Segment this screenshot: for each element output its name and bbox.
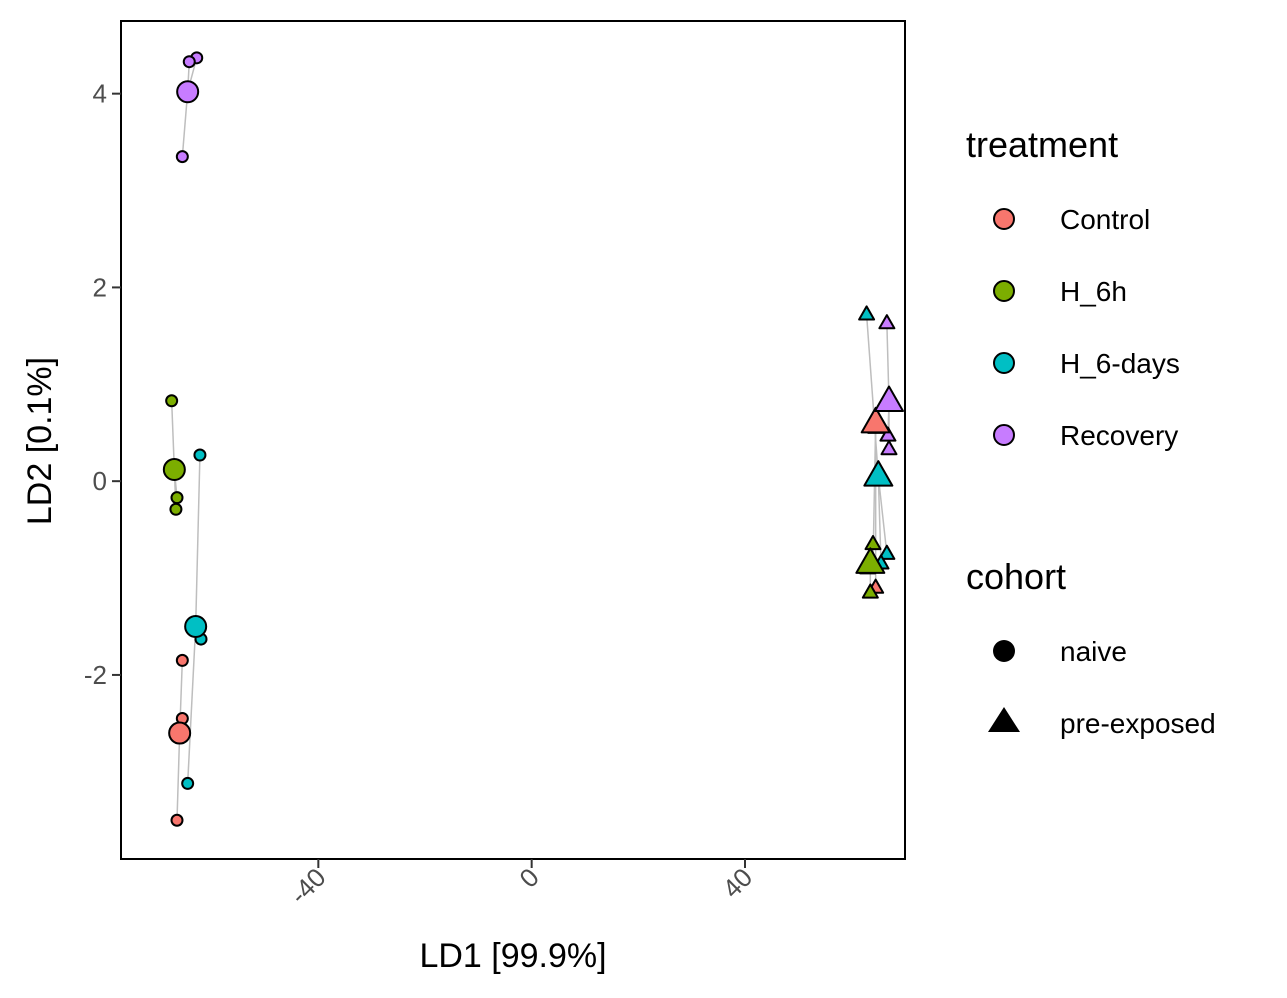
legend-label-naive: naive (1060, 636, 1127, 667)
legend-key-h-6-days (993, 352, 1015, 374)
x-axis: -40 0 40 (284, 859, 758, 910)
y-tick-label: 4 (93, 79, 107, 109)
point-control-naive (175, 653, 189, 667)
panel-border (120, 20, 906, 860)
point-h-6-days-naive (193, 448, 207, 462)
centroid-h-6-days-naive (184, 614, 208, 638)
legend-cohort: cohort naive pre-exposed (966, 556, 1216, 739)
point-h-6h-pre-exposed (861, 583, 879, 599)
legend-key-pre-exposed-triangle (988, 707, 1020, 732)
point-recovery-naive (175, 150, 189, 164)
legend-item-recovery: Recovery (993, 420, 1178, 451)
connector-h-6-days-naive (186, 626, 197, 784)
y-tick-label: 2 (93, 272, 107, 302)
y-tick-label: -2 (84, 660, 107, 690)
x-tick-label: 0 (513, 862, 544, 893)
point-recovery-naive (182, 55, 196, 69)
legend-item-h-6-days: H_6-days (993, 348, 1180, 379)
connector-h-6-days-naive (194, 454, 201, 627)
centroid-control-pre-exposed (860, 406, 891, 434)
x-tick-label: -40 (284, 862, 332, 910)
legend-title-cohort: cohort (966, 556, 1066, 597)
y-axis-title: LD2 [0.1%] (21, 357, 59, 525)
centroid-h-6h-pre-exposed (855, 547, 886, 574)
legend-key-h-6h (993, 280, 1015, 302)
plot-panel (120, 20, 906, 860)
x-tick-label: 40 (717, 862, 759, 904)
legend-key-naive-circle (993, 640, 1015, 662)
legend-item-naive: naive (993, 636, 1127, 667)
point-control-naive (170, 813, 184, 827)
legend-label-recovery: Recovery (1060, 420, 1178, 451)
legend-label-h-6-days: H_6-days (1060, 348, 1180, 379)
legend-label-control: Control (1060, 204, 1150, 235)
legend-label-h-6h: H_6h (1060, 276, 1127, 307)
x-axis-title: LD1 [99.9%] (419, 937, 606, 975)
legend-item-h-6h: H_6h (993, 276, 1127, 307)
centroid-h-6h-naive (162, 458, 186, 482)
centroid-h-6-days-pre-exposed (863, 460, 894, 487)
point-h-6h-pre-exposed (864, 535, 882, 551)
legend-treatment: treatment Control H_6h H_6-days Recovery (966, 124, 1180, 451)
point-recovery-pre-exposed (880, 440, 898, 456)
point-recovery-pre-exposed (878, 314, 896, 330)
y-tick-label: 0 (93, 466, 107, 496)
legend-key-recovery (993, 424, 1015, 446)
point-recovery-pre-exposed (879, 426, 897, 442)
point-h-6h-naive (170, 491, 184, 505)
legend-key-control (993, 208, 1015, 230)
centroid-control-naive (168, 721, 192, 745)
centroid-recovery-pre-exposed (874, 385, 904, 413)
point-h-6-days-pre-exposed (858, 305, 876, 321)
point-h-6h-naive (169, 502, 183, 516)
centroid-recovery-naive (176, 80, 200, 104)
point-h-6-days-pre-exposed (878, 544, 896, 560)
legend-item-control: Control (993, 204, 1150, 235)
legend-title-treatment: treatment (966, 124, 1118, 165)
point-h-6h-naive (165, 394, 179, 408)
connector-h-6-days-pre-exposed (877, 476, 888, 554)
data-points (162, 51, 904, 827)
connector-h-6-days-pre-exposed (865, 314, 880, 477)
legend-item-pre-exposed: pre-exposed (988, 707, 1216, 739)
legend-label-pre-exposed: pre-exposed (1060, 708, 1216, 739)
point-h-6-days-naive (181, 776, 195, 790)
connector-control-naive (176, 733, 181, 821)
y-axis: -2 0 2 4 (84, 79, 121, 690)
